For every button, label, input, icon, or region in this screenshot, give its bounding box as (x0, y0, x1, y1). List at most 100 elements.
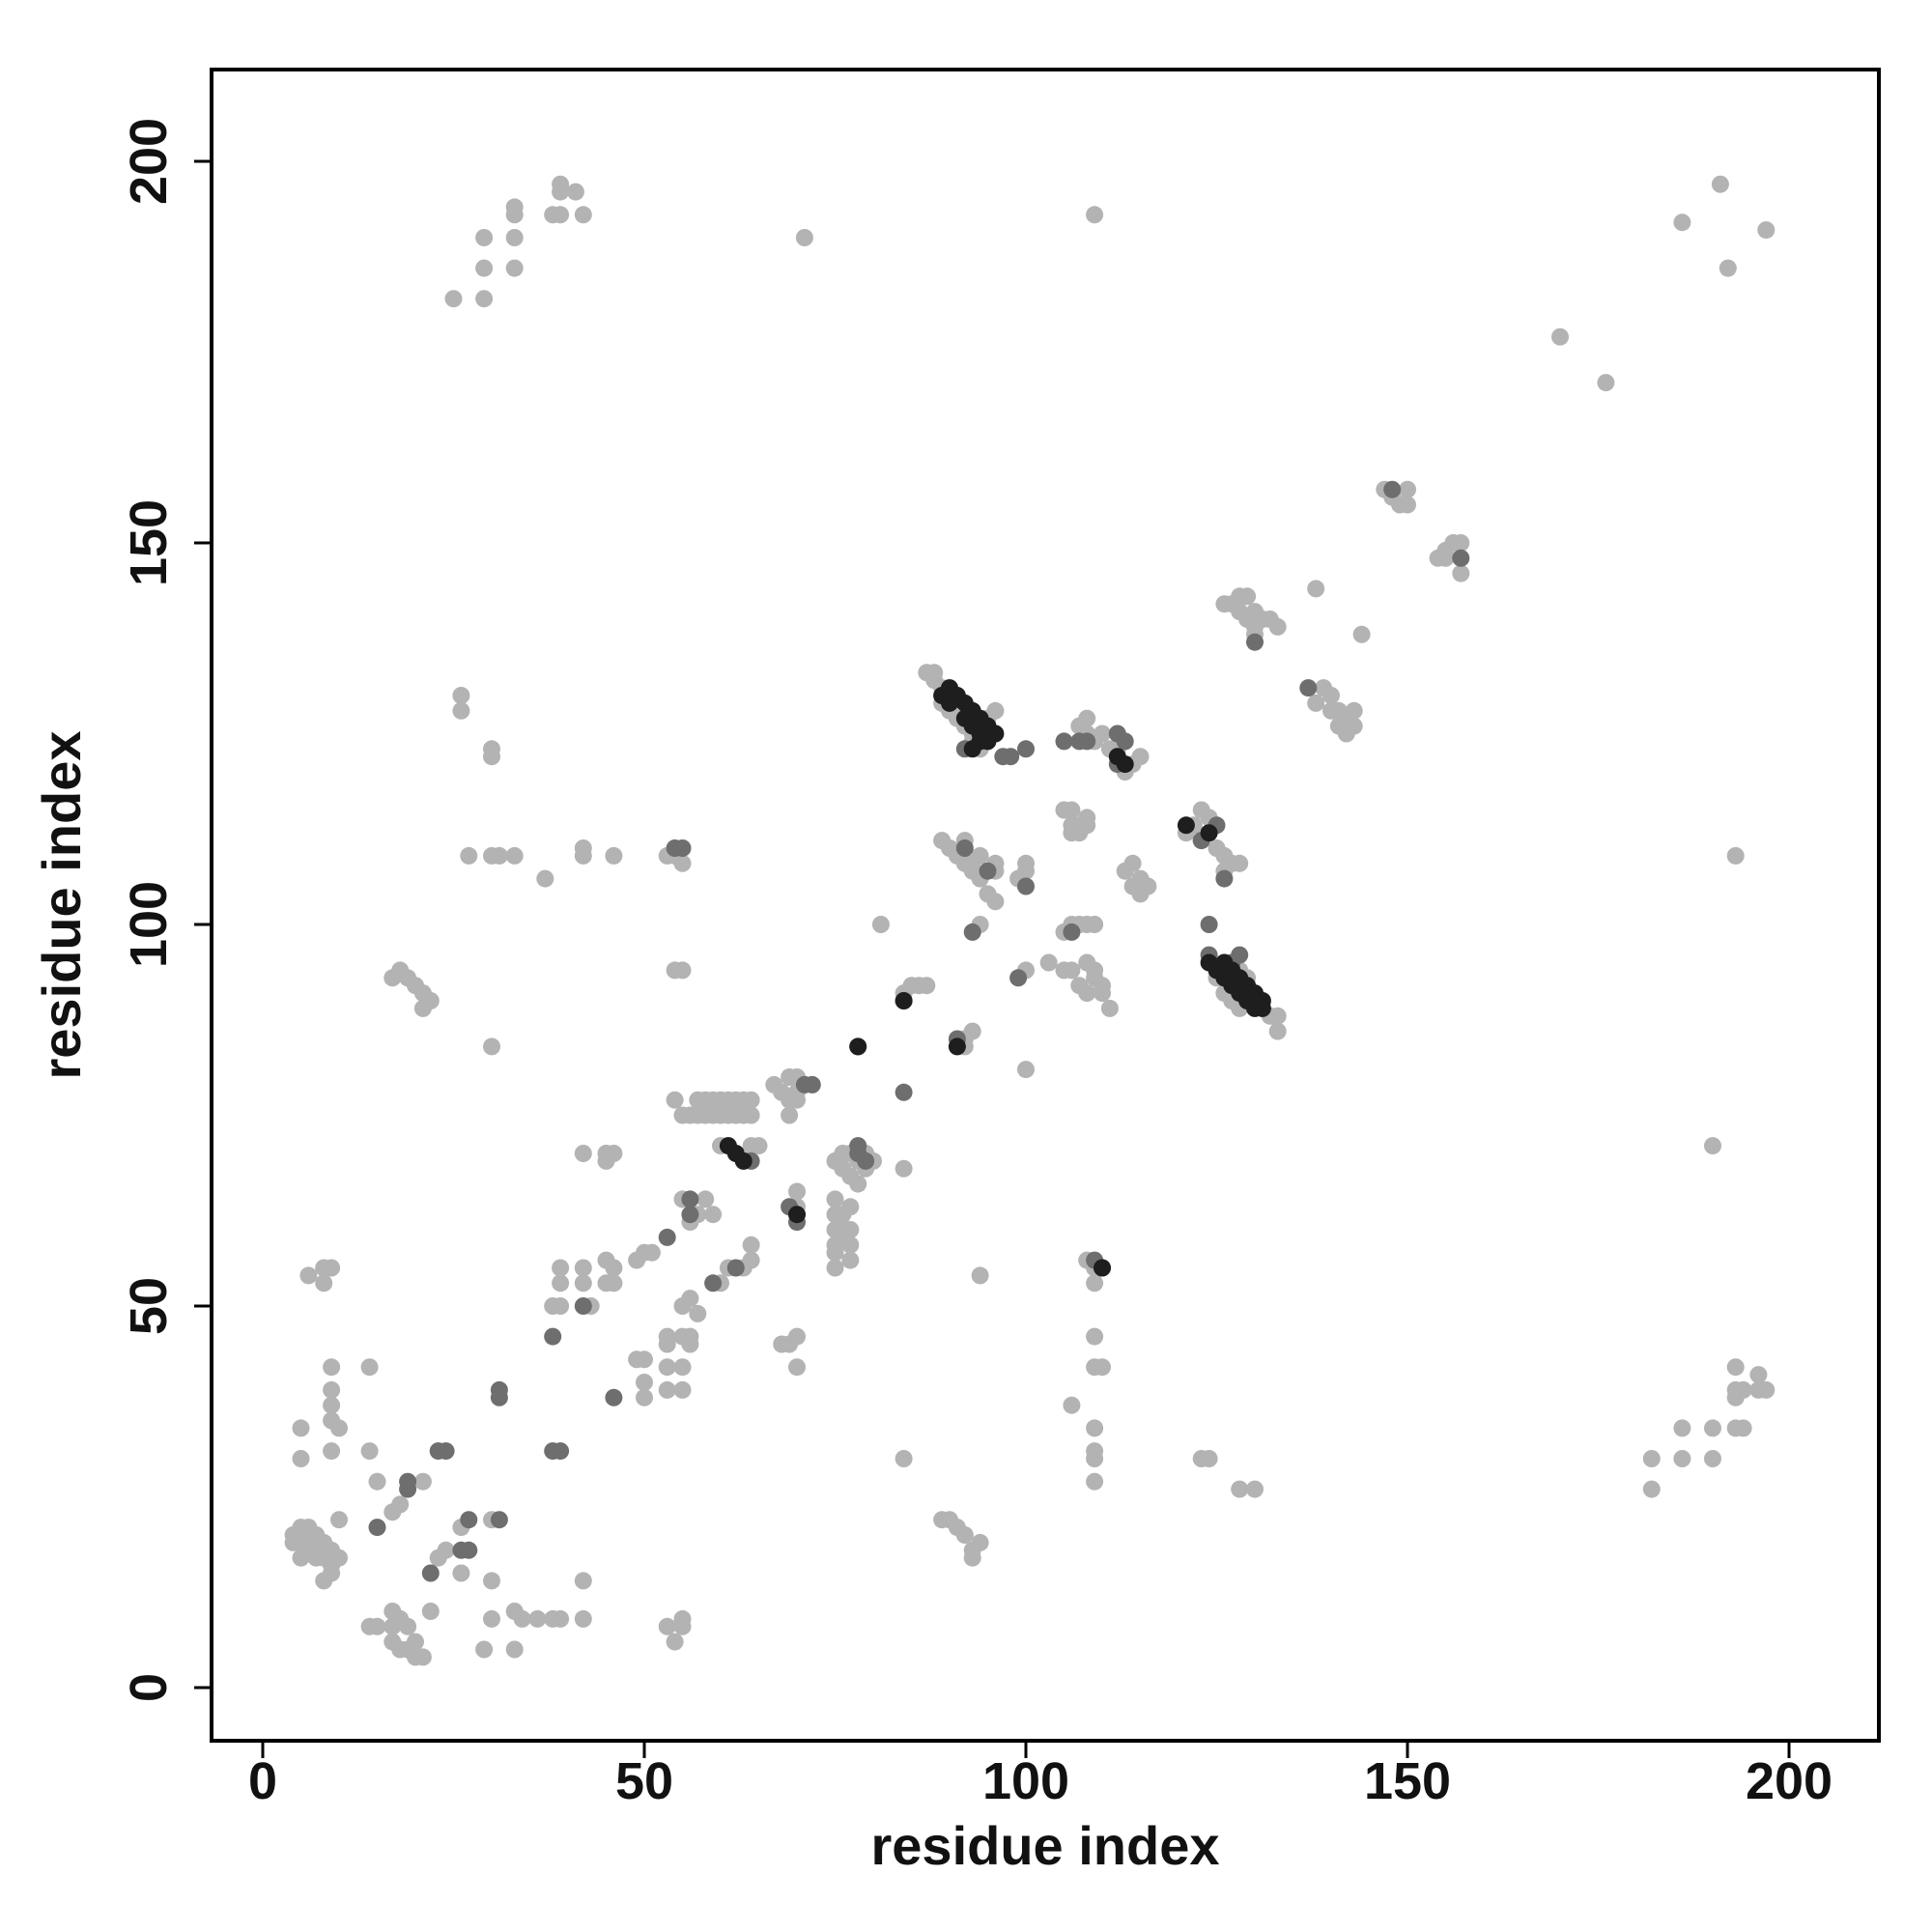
contact-point (1399, 496, 1416, 514)
y-tick-label: 200 (120, 118, 178, 205)
contact-point (1307, 694, 1325, 712)
contact-point (1078, 816, 1096, 835)
contact-point (505, 259, 524, 277)
contact-point (666, 1633, 684, 1651)
x-tick-label: 0 (248, 1752, 277, 1810)
contact-point (1177, 816, 1195, 835)
contact-point (1094, 984, 1111, 1003)
contact-point (513, 1609, 531, 1628)
contact-point (1452, 564, 1470, 582)
contact-point (1200, 1450, 1218, 1467)
contact-point (1039, 953, 1058, 972)
contact-point (330, 1419, 348, 1437)
contact-point (1268, 617, 1287, 636)
contact-point (750, 1137, 768, 1155)
contact-point (368, 1617, 386, 1635)
contact-point (788, 1206, 806, 1224)
contact-point (803, 1075, 821, 1094)
contact-point (1673, 1450, 1691, 1467)
contact-point (1704, 1419, 1721, 1437)
x-tick-label: 150 (1364, 1752, 1451, 1810)
contact-point (483, 1609, 500, 1628)
contact-point (1383, 480, 1402, 498)
contact-point (895, 992, 913, 1009)
contact-point (330, 1548, 348, 1567)
contact-point (1215, 869, 1234, 888)
contact-point (1086, 1419, 1104, 1437)
contact-point (963, 1022, 981, 1040)
contact-point (544, 1327, 562, 1346)
contact-point (605, 846, 623, 865)
contact-point (323, 1564, 341, 1582)
contact-point (1139, 877, 1157, 895)
contact-point (1086, 916, 1104, 933)
contact-point (1078, 984, 1096, 1003)
contact-point (1063, 923, 1081, 941)
contact-point (826, 1243, 844, 1262)
contact-point (826, 1259, 844, 1277)
contact-point (284, 1533, 302, 1551)
contact-point (552, 1259, 570, 1277)
contact-point (1307, 580, 1325, 598)
contact-point (399, 1472, 417, 1491)
contact-point (1231, 854, 1249, 872)
contact-point (399, 1617, 417, 1635)
contact-point (292, 1548, 310, 1567)
contact-point (1086, 1472, 1104, 1491)
contact-point (452, 1564, 470, 1582)
y-tick-label: 0 (120, 1673, 178, 1702)
contact-point (1352, 625, 1371, 643)
contact-point (452, 687, 470, 704)
contact-point (781, 1106, 799, 1124)
contact-point (1704, 1450, 1721, 1467)
contact-point (566, 183, 584, 201)
contact-point (681, 1335, 699, 1353)
contact-point (460, 846, 478, 865)
contact-point (323, 1259, 341, 1277)
contact-point (1078, 732, 1096, 751)
contact-point (673, 1380, 692, 1399)
contact-point (788, 1358, 806, 1377)
contact-point (918, 977, 936, 995)
contact-point (1086, 206, 1104, 224)
contact-point (391, 1495, 410, 1514)
contact-point (963, 923, 981, 941)
contact-point (1734, 1419, 1752, 1437)
contact-point (552, 1274, 570, 1293)
contact-point (1345, 701, 1363, 720)
contact-point (1268, 1007, 1287, 1025)
contact-point (1749, 1366, 1768, 1384)
x-tick-label: 50 (615, 1752, 673, 1810)
contact-point (1086, 1450, 1104, 1467)
series-dark (719, 679, 1271, 1277)
contact-point (1100, 999, 1119, 1017)
contact-point (734, 1151, 753, 1170)
contact-point (574, 846, 592, 865)
contact-point (963, 1548, 981, 1567)
contact-point (971, 1266, 989, 1285)
contact-point (1200, 824, 1218, 842)
contact-point (552, 1442, 570, 1461)
contact-point (1231, 1480, 1249, 1498)
contact-point (407, 1633, 424, 1651)
contact-point (895, 1083, 913, 1101)
contact-point (658, 1358, 676, 1377)
contact-point (360, 1358, 379, 1377)
points-layer (284, 175, 1776, 1666)
contact-point (413, 1472, 432, 1491)
contact-point (696, 1190, 715, 1208)
contact-point (574, 206, 592, 224)
contact-point (1017, 740, 1035, 758)
contact-point (971, 732, 989, 751)
contact-point (841, 1251, 860, 1269)
contact-point (505, 198, 524, 216)
contact-point (323, 1380, 341, 1399)
contact-point (1063, 801, 1081, 819)
contact-point (330, 1511, 348, 1529)
contact-point (368, 1519, 386, 1537)
contact-point (413, 1648, 432, 1666)
contact-point (1094, 1259, 1111, 1277)
contact-point (505, 846, 524, 865)
contact-point (681, 1290, 699, 1308)
contact-point (1078, 709, 1096, 727)
